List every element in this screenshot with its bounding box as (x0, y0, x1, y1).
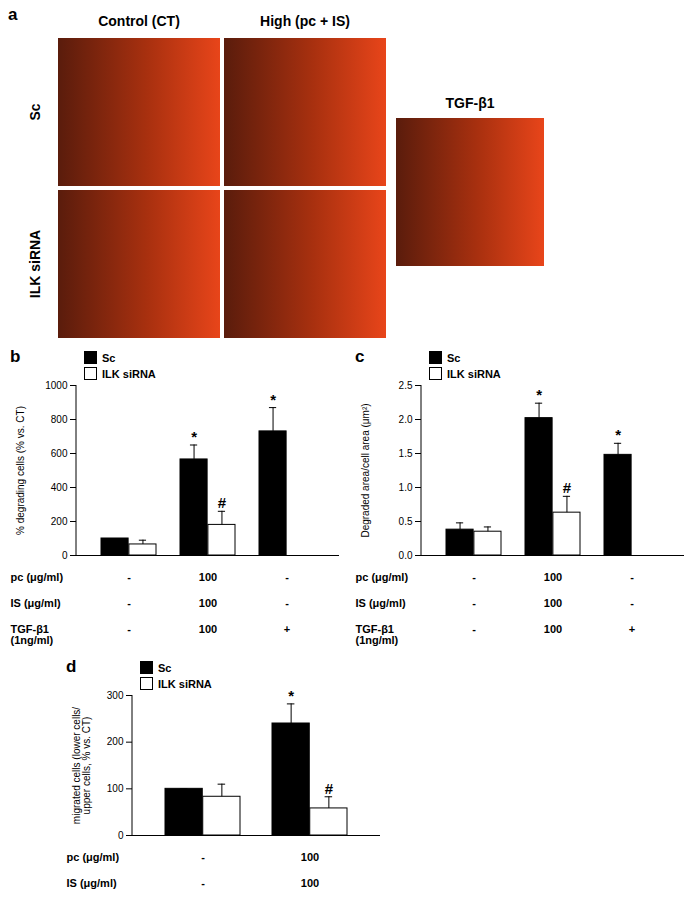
svg-text:-: - (630, 571, 634, 583)
svg-text:-: - (285, 597, 289, 609)
svg-text:*: * (191, 428, 197, 445)
html-text:Sc: Sc (447, 351, 461, 364)
svg-text:-: - (630, 597, 634, 609)
html-text:Sc: Sc (102, 351, 116, 364)
svg-text:a: a (8, 5, 18, 24)
svg-text:+: + (629, 623, 635, 635)
svg-text:-: - (472, 571, 476, 583)
svg-text:*: * (270, 391, 276, 408)
svg-text:#: # (325, 780, 334, 797)
svg-text:Degraded area/cell area (μm²): Degraded area/cell area (μm²) (360, 403, 371, 537)
svg-text:TGF-β1(1ng/ml): TGF-β1(1ng/ml) (356, 623, 399, 646)
svg-text:100: 100 (107, 783, 124, 794)
html-text:b: b (10, 347, 21, 366)
svg-text:0: 0 (118, 830, 124, 841)
svg-text:migrated cells (lower cells/up: migrated cells (lower cells/upper cells,… (71, 707, 92, 824)
html-text:c: c (355, 347, 365, 366)
svg-text:*: * (615, 426, 621, 443)
svg-text:2.5: 2.5 (399, 380, 413, 391)
html-text:Sc: Sc (158, 661, 172, 674)
svg-text:-: - (285, 571, 289, 583)
svg-text:200: 200 (51, 516, 68, 527)
svg-text:100: 100 (301, 877, 319, 889)
svg-text:100: 100 (544, 571, 562, 583)
svg-text:pc (μg/ml): pc (μg/ml) (356, 571, 409, 583)
svg-text:-: - (472, 623, 476, 635)
svg-text:#: # (563, 479, 572, 496)
svg-text:400: 400 (51, 482, 68, 493)
svg-text:100: 100 (199, 571, 217, 583)
html-text:ILK siRNA: ILK siRNA (102, 367, 156, 380)
svg-text:300: 300 (107, 690, 124, 701)
svg-text:800: 800 (51, 414, 68, 425)
svg-text:1000: 1000 (45, 380, 68, 391)
svg-text:1.0: 1.0 (399, 482, 413, 493)
svg-text:+: + (284, 623, 290, 635)
svg-text:IS (μg/ml): IS (μg/ml) (356, 597, 406, 609)
svg-text:100: 100 (301, 851, 319, 863)
svg-text:TGF-β1: TGF-β1 (446, 95, 495, 111)
svg-text:Control (CT): Control (CT) (98, 13, 180, 29)
svg-text:-: - (201, 851, 205, 863)
svg-text:#: # (218, 494, 227, 511)
svg-text:pc (μg/ml): pc (μg/ml) (11, 571, 64, 583)
html-text:d: d (66, 657, 77, 676)
svg-text:-: - (201, 877, 205, 889)
svg-text:100: 100 (199, 597, 217, 609)
svg-text:-: - (472, 597, 476, 609)
html-text:ILK siRNA: ILK siRNA (158, 677, 212, 690)
svg-text:-: - (127, 623, 131, 635)
svg-text:% degrading cells (% vs. CT): % degrading cells (% vs. CT) (15, 406, 26, 535)
svg-text:0.0: 0.0 (399, 550, 413, 561)
svg-text:100: 100 (544, 597, 562, 609)
svg-text:0: 0 (62, 550, 68, 561)
svg-text:*: * (288, 687, 294, 704)
svg-text:200: 200 (107, 736, 124, 747)
svg-text:TGF-β1(1ng/ml): TGF-β1(1ng/ml) (11, 623, 54, 646)
svg-text:pc (μg/ml): pc (μg/ml) (67, 851, 120, 863)
svg-text:IS (μg/ml): IS (μg/ml) (67, 877, 117, 889)
svg-text:IS (μg/ml): IS (μg/ml) (11, 597, 61, 609)
svg-text:-: - (127, 571, 131, 583)
svg-text:100: 100 (544, 623, 562, 635)
svg-text:Sc: Sc (27, 103, 43, 120)
svg-text:ILK siRNA: ILK siRNA (27, 230, 43, 298)
svg-text:*: * (536, 386, 542, 403)
svg-text:2.0: 2.0 (399, 414, 413, 425)
svg-text:0.5: 0.5 (399, 516, 413, 527)
html-text:ILK siRNA: ILK siRNA (447, 367, 501, 380)
svg-text:High (pc + IS): High (pc + IS) (260, 13, 350, 29)
svg-text:1.5: 1.5 (399, 448, 413, 459)
svg-text:-: - (127, 597, 131, 609)
svg-text:100: 100 (199, 623, 217, 635)
svg-text:600: 600 (51, 448, 68, 459)
